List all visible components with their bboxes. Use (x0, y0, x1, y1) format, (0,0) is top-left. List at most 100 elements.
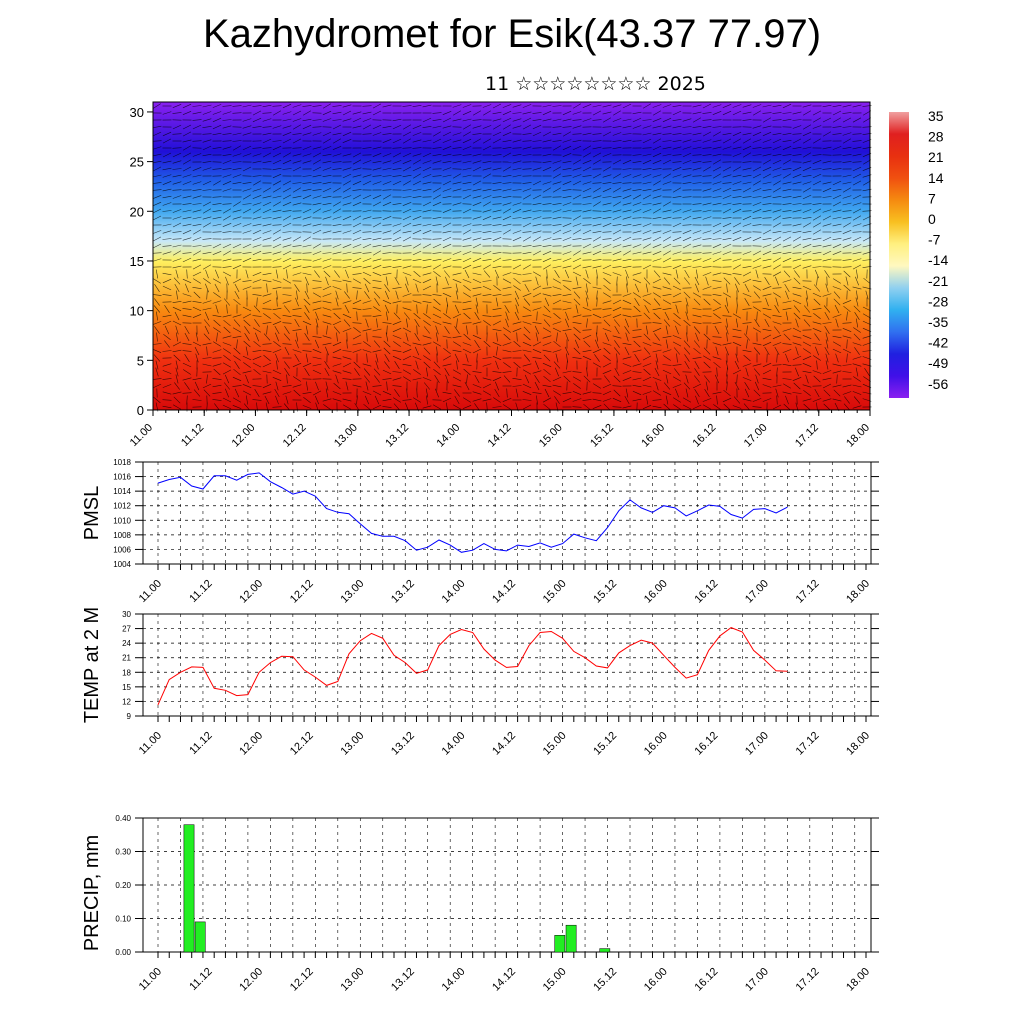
y-tick-label: 0.30 (115, 848, 131, 857)
temp-point (157, 704, 159, 706)
pmsl-point (270, 481, 271, 483)
colorbar-label: -56 (928, 376, 948, 392)
x-tick-label: 14.12 (490, 578, 518, 606)
x-tick-label: 11.00 (137, 578, 164, 605)
x-tick-label: 15.12 (591, 578, 619, 606)
pmsl-point (573, 533, 575, 535)
y-tick-label: 25 (130, 155, 144, 170)
pmsl-point (764, 508, 766, 509)
x-tick-label: 18.00 (844, 966, 872, 994)
colorbar-label: -21 (928, 273, 948, 289)
x-tick-label: 17.00 (743, 730, 771, 758)
temp-point (404, 662, 406, 663)
pmsl-point (663, 505, 664, 507)
y-tick-label: 24 (122, 639, 131, 648)
temp-point (360, 640, 361, 641)
temp-point (551, 631, 552, 632)
temp-point (697, 674, 698, 675)
temp-point (506, 667, 507, 668)
temp-point (640, 639, 642, 641)
temp-point (494, 659, 496, 661)
y-tick-label: 30 (122, 610, 131, 619)
temp-point (382, 638, 384, 639)
temp-point (213, 688, 215, 689)
temp-point (596, 665, 597, 667)
pmsl-point (730, 514, 732, 515)
temp-point (461, 629, 462, 630)
y-tick-label: 1014 (113, 487, 131, 496)
pmsl-point (528, 546, 530, 547)
pmsl-point (551, 546, 552, 548)
temp-point (236, 695, 237, 696)
x-tick-label: 12.12 (281, 422, 309, 450)
x-tick-label: 15.12 (591, 730, 619, 758)
y-tick-label: 15 (130, 254, 144, 269)
pmsl-point (303, 490, 305, 492)
pmsl-point (461, 552, 462, 553)
x-tick-label: 16.00 (639, 422, 667, 450)
pmsl-point (753, 509, 754, 510)
temp-point (787, 671, 788, 672)
temp-point (270, 662, 271, 663)
y-tick-label: 10 (130, 304, 144, 319)
pmsl-point (292, 493, 294, 495)
x-tick-label: 15.12 (591, 966, 619, 994)
pmsl-point (191, 485, 192, 487)
x-tick-label: 16.12 (692, 578, 720, 606)
temp-point (393, 655, 395, 656)
x-tick-label: 16.00 (642, 730, 670, 758)
temp-point (517, 666, 518, 667)
x-tick-label: 12.00 (237, 966, 265, 994)
pmsl-point (427, 546, 429, 548)
x-tick-label: 13.12 (383, 422, 411, 450)
y-tick-label: 1008 (113, 531, 131, 540)
temp-point (685, 677, 687, 679)
chart-subtitle: 11 ☆☆☆☆☆☆☆☆ 2025 (485, 73, 706, 95)
x-tick-label: 14.00 (434, 422, 462, 450)
pmsl-point (225, 475, 226, 477)
y-tick-label: 30 (130, 105, 144, 120)
pmsl-point (674, 507, 676, 509)
temp-point (719, 635, 721, 637)
temp-point (730, 627, 732, 628)
precip-bar (194, 921, 206, 953)
y-tick-label: 1016 (113, 473, 131, 482)
y-tick-label: 1004 (113, 560, 131, 569)
temp-point (573, 651, 575, 652)
pmsl-point (708, 504, 709, 506)
temp-point (168, 679, 170, 680)
y-tick-label: 1018 (113, 458, 131, 467)
colorbar-label: -28 (928, 293, 948, 309)
temp-point (584, 657, 586, 658)
x-tick-label: 16.12 (692, 966, 720, 994)
pmsl-point (258, 472, 260, 474)
pmsl-point (180, 477, 181, 478)
pmsl-point (517, 544, 518, 546)
x-tick-label: 14.00 (440, 730, 468, 758)
x-tick-label: 13.00 (338, 966, 366, 994)
temp-point (303, 669, 305, 671)
y-axis-label: PRECIP, mm (81, 835, 103, 951)
x-tick-label: 14.00 (440, 966, 468, 994)
temp-point (607, 667, 608, 669)
x-tick-label: 12.00 (237, 730, 265, 758)
temp-point (191, 666, 192, 668)
temp-point (618, 652, 620, 654)
x-tick-label: 17.12 (794, 730, 822, 758)
pmsl-point (168, 479, 170, 480)
y-tick-label: 20 (130, 204, 144, 219)
x-tick-label: 11.00 (128, 422, 155, 449)
pmsl-point (449, 544, 451, 546)
pmsl-point (607, 527, 608, 528)
pmsl-point (618, 510, 620, 512)
temp-point (258, 672, 260, 673)
pmsl-point (652, 512, 653, 513)
pmsl-point (236, 479, 237, 481)
x-tick-label: 11.12 (179, 422, 206, 449)
temp-point (775, 670, 777, 672)
pmsl-point (281, 487, 282, 488)
pmsl-point (562, 543, 563, 544)
x-tick-label: 13.00 (332, 422, 360, 450)
colorbar-label: 28 (928, 129, 944, 145)
